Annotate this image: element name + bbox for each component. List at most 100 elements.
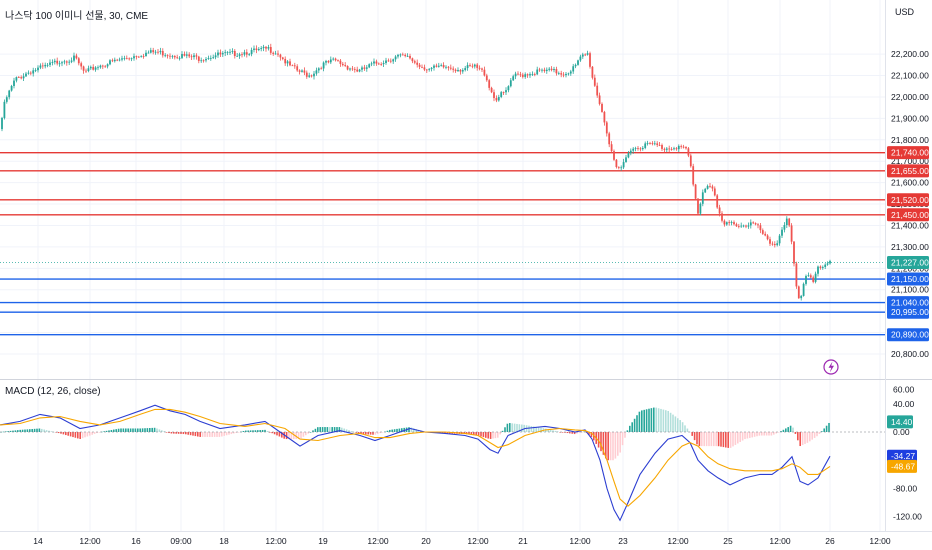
macd-bar (487, 432, 489, 439)
macd-line-readout-bg (887, 449, 917, 463)
candle-body (545, 69, 548, 72)
macd-bar (713, 432, 715, 447)
macd-bar (177, 432, 180, 434)
macd-bar (691, 432, 693, 436)
macd-bar (321, 427, 324, 432)
macd-bar (566, 432, 569, 434)
macd-bar (223, 432, 225, 436)
macd-bar (660, 408, 662, 432)
level-label-21450: 21,450.00 (887, 208, 929, 222)
macd-bar (797, 432, 799, 441)
candle-body (557, 73, 560, 74)
macd-bar (29, 429, 31, 432)
macd-bar (348, 430, 350, 432)
candle-body (32, 70, 35, 74)
candle-body (425, 69, 428, 71)
candle-body (829, 260, 831, 264)
macd-bar (271, 432, 273, 434)
macd-bar (249, 430, 252, 432)
grid (0, 0, 885, 531)
macd-bar (242, 430, 245, 432)
candle-body (718, 207, 721, 214)
candle-body (193, 55, 195, 58)
macd-bar (633, 418, 636, 432)
candle-body (478, 67, 481, 69)
candle-body (735, 224, 738, 227)
candle-body (173, 55, 176, 58)
candle-body (749, 222, 752, 226)
macd-bar (494, 432, 497, 439)
candle-body (615, 159, 618, 168)
macd-bar (319, 427, 321, 432)
candle-body (723, 220, 726, 225)
candle-body (34, 70, 37, 72)
macd-bar (746, 432, 749, 439)
macd-bar (345, 429, 348, 432)
candle-body (17, 77, 20, 78)
candle-body (358, 69, 361, 72)
candle-body (461, 70, 464, 72)
macd-bar (650, 408, 653, 432)
lightning-bolt-icon[interactable] (823, 359, 839, 375)
macd-bar (794, 432, 797, 434)
candle-body (742, 225, 745, 227)
candle-body (80, 63, 83, 67)
macd-bar (67, 432, 69, 436)
candle-body (51, 62, 54, 63)
macd-bar (789, 425, 792, 432)
candle-body (37, 67, 39, 71)
candle-body (85, 70, 87, 72)
candle-body (382, 63, 385, 65)
candle-body (596, 85, 599, 96)
macd-bar (362, 432, 365, 435)
candle-body (536, 69, 539, 75)
candle-body (773, 244, 776, 246)
candle-body (740, 225, 743, 227)
macd-bar (501, 430, 504, 432)
macd-bar (12, 430, 14, 432)
macd-tick-label: -120.00 (893, 512, 922, 522)
candle-body (449, 67, 452, 69)
candle-body (737, 226, 740, 227)
candle-body (214, 55, 217, 58)
candle-body (807, 275, 810, 277)
signal-line-readout-text: -48.67 (891, 461, 915, 471)
price-tick-label: 21,700.00 (891, 156, 929, 166)
macd-bar (785, 428, 787, 432)
candle-body (663, 148, 666, 150)
candle-body (178, 57, 181, 59)
candle-body (39, 65, 42, 68)
candle-body (257, 49, 260, 51)
candle-body (721, 213, 723, 221)
candle-body (574, 64, 577, 67)
candle-body (274, 53, 277, 55)
level-labels: 21,740.00 21,655.00 21,520.00 21,450.00 21,1… (887, 146, 929, 473)
candle-body (769, 239, 771, 244)
candle-body (457, 69, 459, 72)
macd-bar (521, 424, 523, 432)
candle-body (591, 66, 594, 78)
candle-body (20, 77, 23, 79)
macd-histogram-readout-text: 14.40 (891, 417, 913, 427)
macd-bar (578, 432, 581, 433)
macd-bar (506, 423, 509, 432)
candle-body (248, 54, 251, 55)
candle-body (783, 225, 786, 230)
candle-body (109, 60, 111, 65)
candle-body (764, 233, 767, 236)
candle-body (58, 63, 61, 65)
level-label-21040-text: 21,040.00 (891, 298, 929, 308)
macd-bar (115, 429, 117, 432)
macd-bar (201, 432, 204, 437)
macd-bar (2, 431, 5, 433)
macd-bar (266, 430, 269, 432)
macd-bar (96, 432, 98, 434)
candle-body (675, 148, 678, 150)
macd-bar (77, 432, 79, 439)
candle-body (188, 54, 191, 57)
macd-bar (245, 430, 247, 432)
time-tick-label: 09:00 (170, 536, 192, 546)
macd-bar (355, 432, 357, 433)
candle-body (53, 60, 56, 63)
